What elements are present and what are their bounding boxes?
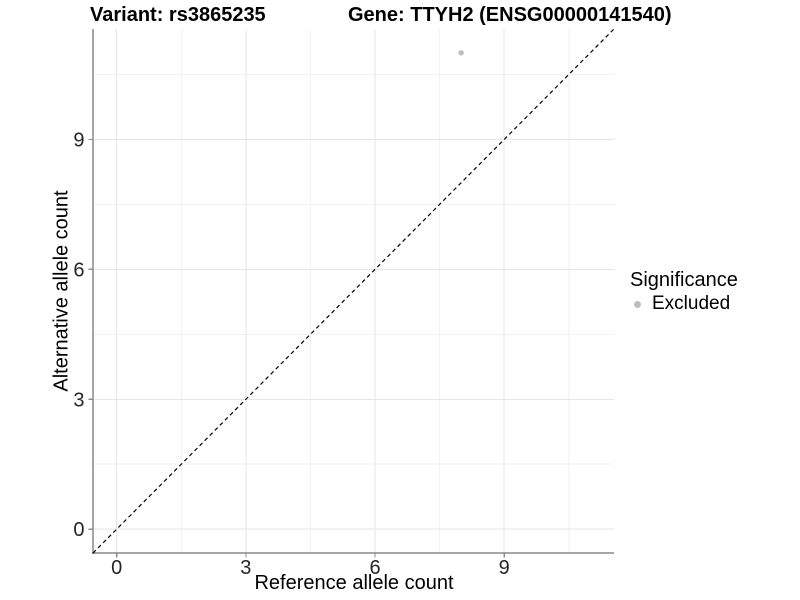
x-tick-label: 3 [240, 557, 251, 579]
grid-layer [88, 29, 614, 558]
legend-title: Significance [630, 269, 738, 291]
data-point-excluded [458, 50, 464, 56]
gene-title: Gene: TTYH2 (ENSG00000141540) [348, 4, 672, 26]
x-tick-label: 6 [369, 557, 380, 579]
legend: Significance Excluded [630, 269, 738, 315]
y-tick-label: 3 [73, 389, 84, 411]
y-axis-title: Alternative allele count [50, 190, 73, 392]
legend-item-excluded: Excluded [634, 293, 738, 315]
y-tick-label: 0 [73, 519, 84, 541]
y-tick-label: 9 [73, 129, 84, 151]
x-axis-title: Reference allele count [254, 572, 454, 594]
excluded-marker-circle-icon [634, 300, 641, 308]
x-tick-label: 0 [111, 557, 122, 579]
identity-dashed-line [92, 28, 615, 554]
variant-title: Variant: rs3865235 [90, 4, 266, 26]
y-tick-label: 6 [73, 259, 84, 281]
legend-item-label: Excluded [652, 293, 731, 314]
x-tick-label: 9 [499, 557, 510, 579]
